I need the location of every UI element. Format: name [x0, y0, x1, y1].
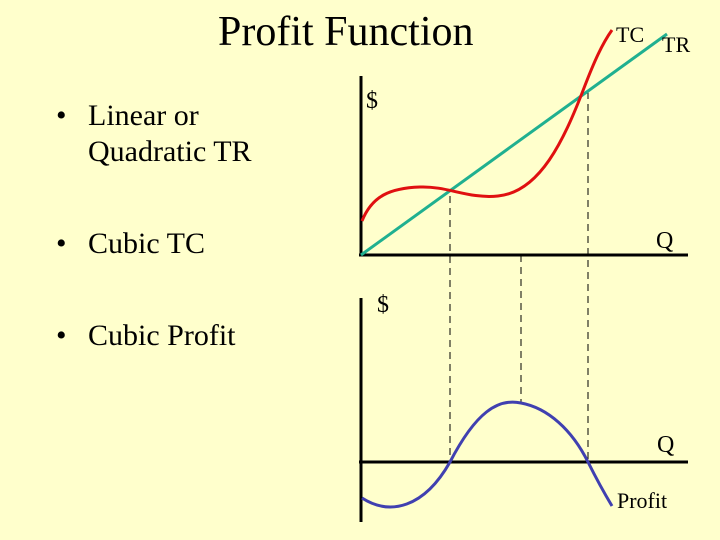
tr-label: TR	[662, 32, 690, 57]
bottom-x-axis-label: Q	[657, 432, 674, 458]
bullet-marker: •	[56, 319, 67, 352]
slide-title: Profit Function	[218, 9, 474, 55]
bullet-marker: •	[56, 99, 67, 132]
bullet-line: Linear or	[88, 99, 199, 132]
top-x-axis-label: Q	[656, 228, 673, 254]
profit-curve	[361, 400, 614, 509]
bullet-marker: •	[56, 227, 67, 260]
tr-line	[360, 32, 668, 257]
guide-lines	[449, 92, 589, 462]
profit-label: Profit	[617, 488, 667, 513]
bullet-text: Cubic Profit	[88, 319, 236, 352]
top-graph-axes	[359, 76, 688, 257]
bullet-text: Cubic TC	[88, 227, 205, 260]
tc-curve	[360, 29, 614, 222]
bottom-y-axis-label: $	[377, 292, 389, 318]
tc-label: TC	[616, 22, 644, 47]
bullet-line: Quadratic TR	[88, 135, 252, 168]
bottom-graph-axes	[359, 298, 688, 522]
bullet-text: Linear or Quadratic TR	[88, 98, 252, 170]
top-y-axis-label: $	[366, 88, 378, 114]
